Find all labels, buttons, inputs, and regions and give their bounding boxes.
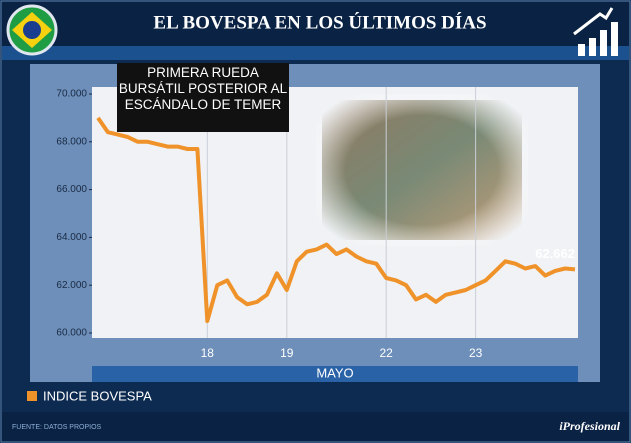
chart-title: EL BOVESPA EN LOS ÚLTIMOS DÍAS — [153, 11, 486, 33]
y-tick-label: 70.000 — [56, 89, 87, 100]
annotation: PRIMERA RUEDA BURSÁTIL POSTERIOR AL ESCÁ… — [117, 63, 289, 132]
flag-icon — [6, 4, 58, 56]
x-tick-label: 18 — [201, 346, 215, 360]
x-tick-label: 19 — [280, 346, 294, 360]
header — [2, 2, 629, 46]
line — [96, 116, 576, 324]
legend-swatch — [27, 391, 37, 401]
footer — [2, 412, 629, 441]
x-tick-label: 23 — [469, 346, 483, 360]
value-label: 62.662 — [535, 246, 575, 261]
header-band — [2, 46, 629, 60]
x-axis-band — [92, 366, 578, 382]
y-tick-label: 62.000 — [56, 280, 87, 291]
y-tick-label: 68.000 — [56, 136, 87, 147]
photo-fade — [316, 94, 528, 246]
y-tick-label: 64.000 — [56, 232, 87, 243]
legend-label: INDICE BOVESPA — [43, 388, 152, 403]
brand-logo: iProfesional — [559, 419, 620, 433]
growth-icon — [573, 7, 618, 56]
x-axis-label: MAYO — [316, 365, 353, 380]
y-tick-label: 60.000 — [56, 328, 87, 339]
x-tick-label: 22 — [380, 346, 394, 360]
y-tick-label: 66.000 — [56, 184, 87, 195]
source: FUENTE: DATOS PROPIOS — [12, 424, 102, 431]
